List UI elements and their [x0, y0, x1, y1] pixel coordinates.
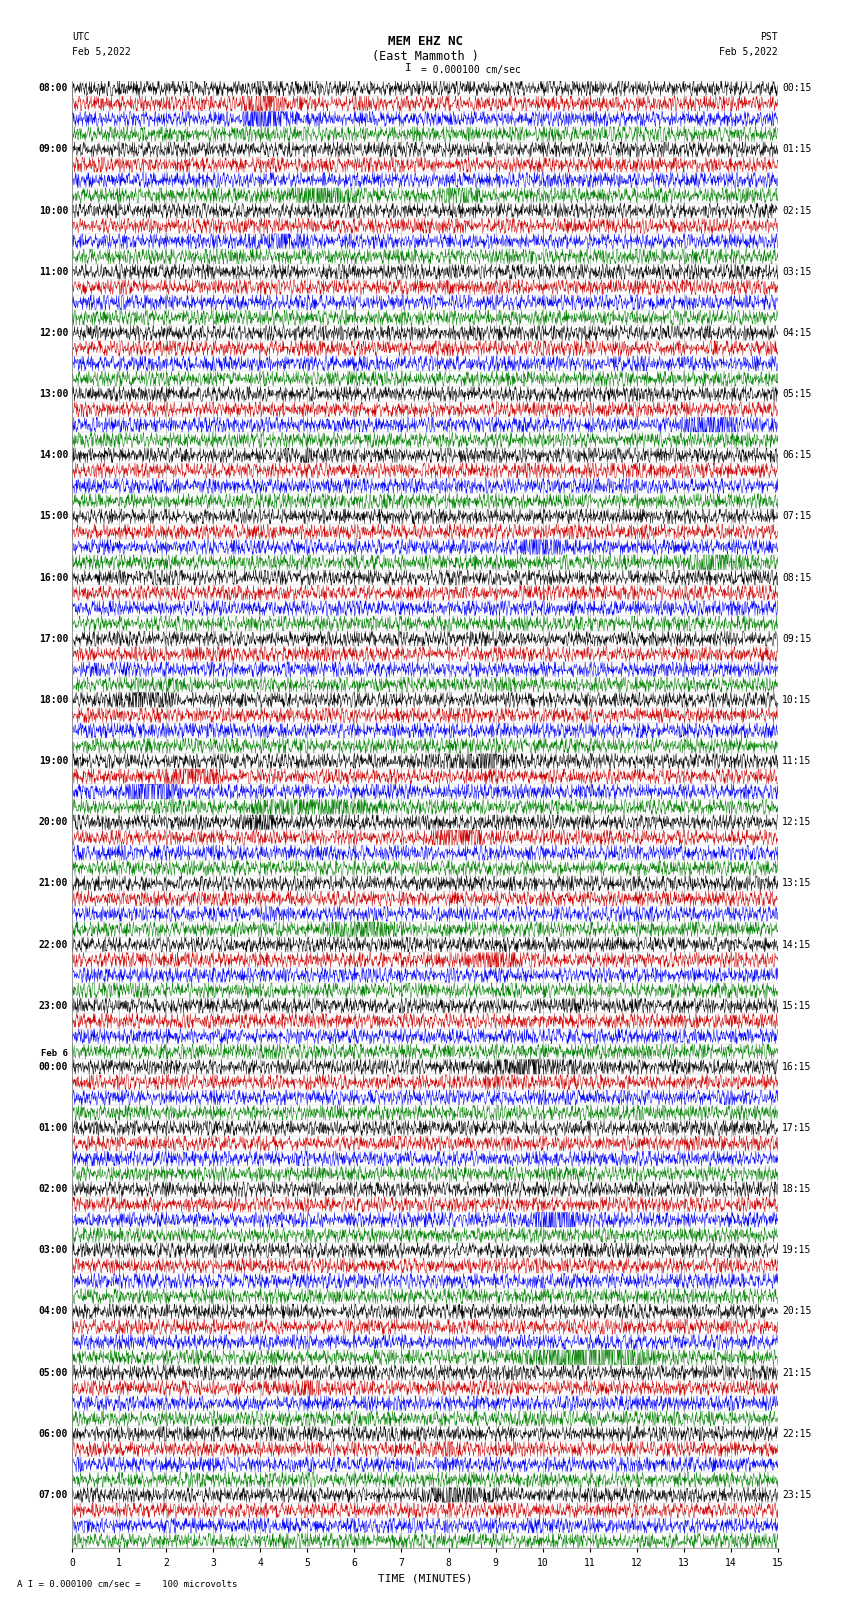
Text: 03:15: 03:15 [782, 266, 812, 277]
Text: 12:15: 12:15 [782, 818, 812, 827]
Text: 20:15: 20:15 [782, 1307, 812, 1316]
Text: 10:15: 10:15 [782, 695, 812, 705]
Text: 15:00: 15:00 [38, 511, 68, 521]
Text: 09:15: 09:15 [782, 634, 812, 644]
Text: 22:15: 22:15 [782, 1429, 812, 1439]
Text: 21:15: 21:15 [782, 1368, 812, 1378]
Text: 02:15: 02:15 [782, 205, 812, 216]
Text: 23:15: 23:15 [782, 1490, 812, 1500]
Text: 10:00: 10:00 [38, 205, 68, 216]
Text: 05:15: 05:15 [782, 389, 812, 398]
Text: = 0.000100 cm/sec: = 0.000100 cm/sec [421, 65, 520, 74]
Text: Feb 5,2022: Feb 5,2022 [719, 47, 778, 56]
Text: Feb 5,2022: Feb 5,2022 [72, 47, 131, 56]
Text: 12:00: 12:00 [38, 327, 68, 339]
Text: 06:00: 06:00 [38, 1429, 68, 1439]
X-axis label: TIME (MINUTES): TIME (MINUTES) [377, 1573, 473, 1582]
Text: I: I [405, 63, 411, 73]
Text: 23:00: 23:00 [38, 1000, 68, 1011]
Text: 05:00: 05:00 [38, 1368, 68, 1378]
Text: 00:15: 00:15 [782, 84, 812, 94]
Text: 15:15: 15:15 [782, 1000, 812, 1011]
Text: 20:00: 20:00 [38, 818, 68, 827]
Text: 14:00: 14:00 [38, 450, 68, 460]
Text: A I = 0.000100 cm/sec =    100 microvolts: A I = 0.000100 cm/sec = 100 microvolts [17, 1579, 237, 1589]
Text: 14:15: 14:15 [782, 939, 812, 950]
Text: UTC: UTC [72, 32, 90, 42]
Text: PST: PST [760, 32, 778, 42]
Text: 18:15: 18:15 [782, 1184, 812, 1194]
Text: Feb 6: Feb 6 [41, 1050, 68, 1058]
Text: 04:15: 04:15 [782, 327, 812, 339]
Text: 13:15: 13:15 [782, 879, 812, 889]
Text: (East Mammoth ): (East Mammoth ) [371, 50, 479, 63]
Text: 04:00: 04:00 [38, 1307, 68, 1316]
Text: 08:15: 08:15 [782, 573, 812, 582]
Text: 06:15: 06:15 [782, 450, 812, 460]
Text: 00:00: 00:00 [38, 1061, 68, 1073]
Text: 03:00: 03:00 [38, 1245, 68, 1255]
Text: 21:00: 21:00 [38, 879, 68, 889]
Text: MEM EHZ NC: MEM EHZ NC [388, 35, 462, 48]
Text: 11:00: 11:00 [38, 266, 68, 277]
Text: 13:00: 13:00 [38, 389, 68, 398]
Text: 19:15: 19:15 [782, 1245, 812, 1255]
Text: 02:00: 02:00 [38, 1184, 68, 1194]
Text: 19:00: 19:00 [38, 756, 68, 766]
Text: 18:00: 18:00 [38, 695, 68, 705]
Text: 08:00: 08:00 [38, 84, 68, 94]
Text: 22:00: 22:00 [38, 939, 68, 950]
Text: 16:00: 16:00 [38, 573, 68, 582]
Text: 01:15: 01:15 [782, 145, 812, 155]
Text: 17:15: 17:15 [782, 1123, 812, 1132]
Text: 17:00: 17:00 [38, 634, 68, 644]
Text: 09:00: 09:00 [38, 145, 68, 155]
Text: 11:15: 11:15 [782, 756, 812, 766]
Text: 07:15: 07:15 [782, 511, 812, 521]
Text: 01:00: 01:00 [38, 1123, 68, 1132]
Text: 16:15: 16:15 [782, 1061, 812, 1073]
Text: 07:00: 07:00 [38, 1490, 68, 1500]
